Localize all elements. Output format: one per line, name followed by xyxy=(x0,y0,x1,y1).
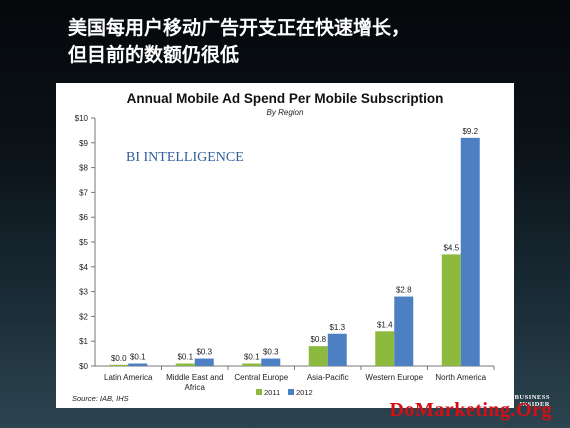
logo-line-1: BUSINESS xyxy=(514,394,550,401)
y-tick-label: $9 xyxy=(79,139,88,148)
chart-panel: Annual Mobile Ad Spend Per Mobile Subscr… xyxy=(56,83,514,408)
data-label: $4.5 xyxy=(443,243,459,252)
chart-title: Annual Mobile Ad Spend Per Mobile Subscr… xyxy=(127,91,444,106)
x-tick-label: Western Europe xyxy=(365,373,423,382)
bar-2011 xyxy=(441,254,461,366)
chart-bars: $0.0 $0.1 $0.1$0.3$0.1$0.3$0.8$1.3 $1.4$2.8… xyxy=(109,127,480,366)
data-label: $0.1 xyxy=(244,353,260,362)
chart-legend: 2011 2012 xyxy=(256,388,313,397)
bar-2012 xyxy=(128,363,148,366)
data-label: $0.3 xyxy=(263,348,279,357)
data-label: $9.2 xyxy=(462,127,478,136)
headline-line-2: 但目前的数额仍很低 xyxy=(68,44,240,66)
bar-chart: Annual Mobile Ad Spend Per Mobile Subscr… xyxy=(72,91,495,403)
bar-2012 xyxy=(327,333,347,366)
y-tick-label: $10 xyxy=(75,114,89,123)
headline: 美国每用户移动广告开支正在快速增长， 但目前的数额仍很低 xyxy=(68,15,558,69)
data-label: $1.4 xyxy=(377,320,393,329)
y-tick-label: $1 xyxy=(79,337,88,346)
bar-2012 xyxy=(194,358,214,366)
bar-2011 xyxy=(242,363,262,366)
x-tick-label: North America xyxy=(435,373,486,382)
y-tick-label: $6 xyxy=(79,213,88,222)
y-tick-label: $2 xyxy=(79,312,88,321)
data-label: $2.8 xyxy=(396,286,412,295)
x-tick-label: Central Europe xyxy=(234,373,288,382)
bar-2012 xyxy=(261,358,281,366)
data-label: $0.1 xyxy=(130,353,146,362)
bar-2011 xyxy=(175,363,195,366)
data-label: $1.3 xyxy=(329,323,345,332)
y-tick-label: $8 xyxy=(79,164,88,173)
chart-source: Source: IAB, IHS xyxy=(72,394,129,403)
data-label: $0.3 xyxy=(196,348,212,357)
legend-label-2012: 2012 xyxy=(296,388,313,397)
data-label: $0.1 xyxy=(177,353,193,362)
logo-line-2: INSIDER xyxy=(519,401,550,408)
legend-label-2011: 2011 xyxy=(264,388,280,397)
chart-axes: $0 $1 $2 $3 $4 $5 $6 $7 $8 $9 $10 Latin America Midd… xyxy=(75,114,495,392)
bar-2012 xyxy=(394,296,414,366)
data-label: $0.0 xyxy=(111,354,127,363)
site-watermark: DoMarketing.Org xyxy=(389,399,552,421)
y-tick-label: $0 xyxy=(79,362,88,371)
legend-swatch-2012 xyxy=(288,389,294,395)
y-tick-label: $5 xyxy=(79,238,88,247)
x-tick-label: Middle East and Africa xyxy=(166,373,223,392)
bi-intelligence-brand: BI INTELLIGENCE xyxy=(126,150,244,165)
x-tick-label: Latin America xyxy=(104,373,153,382)
y-tick-label: $4 xyxy=(79,263,88,272)
x-tick-label: Asia-Pacific xyxy=(307,373,349,382)
business-insider-logo: BUSINESS INSIDER xyxy=(512,394,550,408)
bar-2011 xyxy=(308,346,328,366)
data-label: $0.8 xyxy=(310,335,326,344)
chart-subtitle: By Region xyxy=(267,108,304,117)
headline-line-1: 美国每用户移动广告开支正在快速增长， xyxy=(68,17,411,39)
y-tick-label: $7 xyxy=(79,188,88,197)
bar-2012 xyxy=(460,137,480,366)
bar-2011 xyxy=(375,331,395,366)
y-tick-label: $3 xyxy=(79,288,88,297)
legend-swatch-2011 xyxy=(256,389,262,395)
bar-2011 xyxy=(109,364,129,366)
